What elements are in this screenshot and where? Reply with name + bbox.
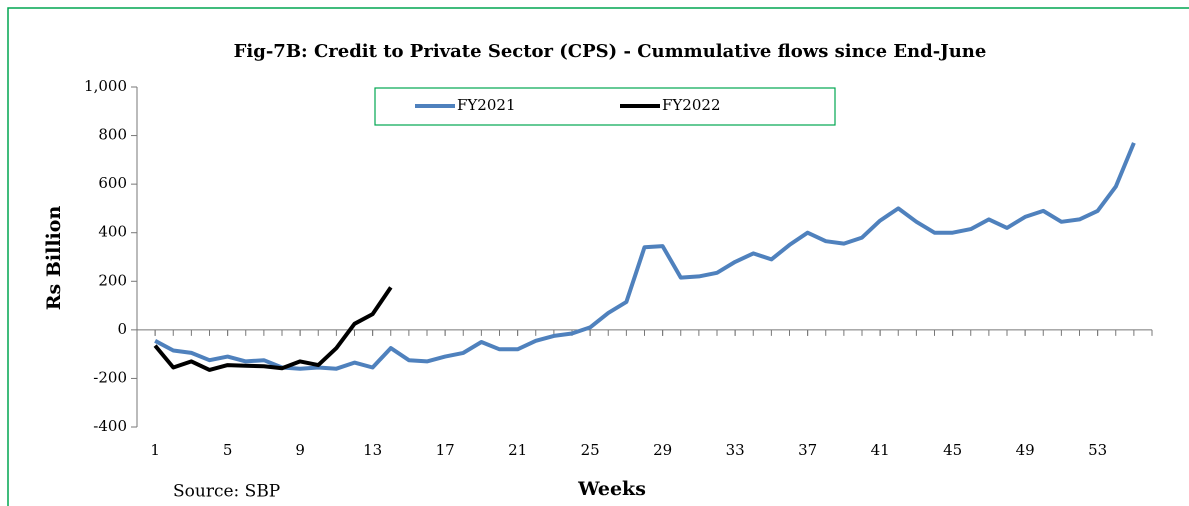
y-tick-label: 800 <box>98 126 127 144</box>
legend-label: FY2021 <box>457 96 515 114</box>
y-tick-label: 1,000 <box>84 77 127 95</box>
x-tick-label: 53 <box>1088 441 1107 459</box>
x-tick-label: 21 <box>508 441 527 459</box>
y-tick-label: 0 <box>117 320 127 338</box>
x-tick-label: 25 <box>581 441 600 459</box>
x-tick-label: 1 <box>150 441 160 459</box>
x-tick-label: 37 <box>798 441 817 459</box>
x-tick-label: 33 <box>726 441 745 459</box>
series-line <box>153 286 393 372</box>
chart-title: Fig-7B: Credit to Private Sector (CPS) -… <box>234 41 987 62</box>
y-tick-label: -400 <box>93 417 127 435</box>
source: Source: SBP <box>173 482 280 502</box>
x-axis-title: Weeks <box>577 478 646 500</box>
frame <box>7 7 1189 506</box>
y-tick-label: 200 <box>98 271 127 289</box>
legend-label: FY2022 <box>662 96 720 114</box>
x-tick-label: 49 <box>1016 441 1035 459</box>
x-tick-label: 45 <box>943 441 962 459</box>
x-tick-label: 41 <box>871 441 890 459</box>
x-tick-label: 5 <box>223 441 233 459</box>
x-tick-label: 17 <box>436 441 455 459</box>
y-axis-title: Rs Billion <box>43 206 65 311</box>
x-tick-label: 29 <box>653 441 672 459</box>
series-line <box>154 142 1136 371</box>
y-tick-label: 600 <box>98 174 127 192</box>
x-tick-label: 13 <box>363 441 382 459</box>
y-tick-label: -200 <box>93 368 127 386</box>
y-tick-label: 400 <box>98 223 127 241</box>
x-tick-label: 9 <box>295 441 305 459</box>
